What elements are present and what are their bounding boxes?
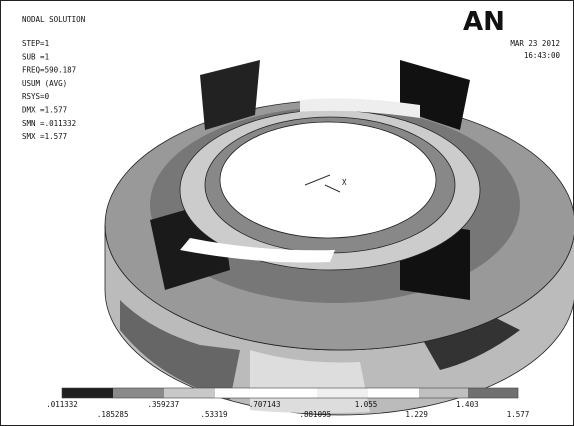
logo: AN xyxy=(463,7,505,37)
title: NODAL SOLUTION xyxy=(22,15,85,24)
screenshot: X NODAL SOLUTION STEP=1 SUB =1 FREQ=590.18… xyxy=(0,0,574,426)
legend-label: 1.403 xyxy=(456,400,479,409)
legend-label: .881095 xyxy=(300,410,332,419)
info-line: RSYS=0 xyxy=(22,92,50,101)
legend-label: 1.229 xyxy=(405,410,428,419)
legend-label: 1.577 xyxy=(507,410,530,419)
legend-label: .53319 xyxy=(200,410,227,419)
legend-label: .359237 xyxy=(148,400,180,409)
info-line: SMN =.011332 xyxy=(22,119,76,128)
info-line: STEP=1 xyxy=(22,39,49,48)
color-bar xyxy=(62,388,518,398)
time: 16:43:00 xyxy=(524,51,561,60)
legend-label: .707143 xyxy=(249,400,281,409)
info-line: SUB =1 xyxy=(22,52,49,61)
viewport: X NODAL SOLUTION STEP=1 SUB =1 FREQ=590.18… xyxy=(0,0,574,426)
info-line: SMX =1.577 xyxy=(22,132,67,141)
legend-label: .185285 xyxy=(97,410,129,419)
legend-label: .011332 xyxy=(46,400,78,409)
info-line: FREQ=590.187 xyxy=(22,66,76,75)
info-line: USUM (AVG) xyxy=(22,79,67,88)
date: MAR 23 2012 xyxy=(510,39,560,48)
info-line: DMX =1.577 xyxy=(22,106,67,115)
triad-label: X xyxy=(342,178,347,187)
legend-label: 1.055 xyxy=(355,400,378,409)
